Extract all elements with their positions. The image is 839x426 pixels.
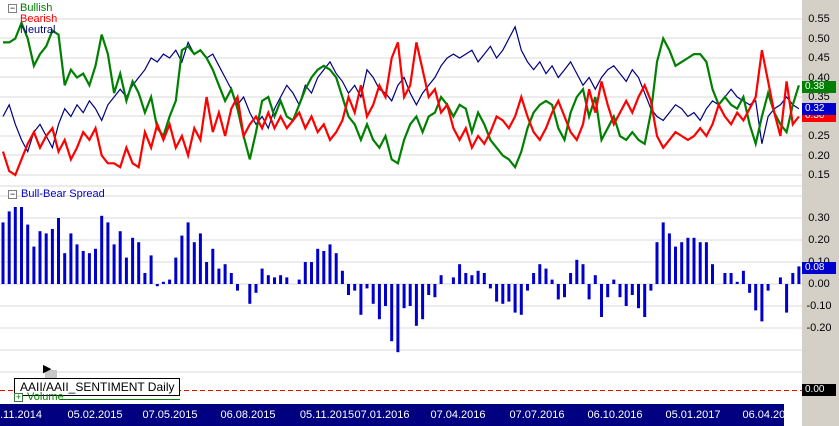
legend-item-bearish: Bearish (20, 14, 57, 25)
plot-canvas[interactable] (0, 0, 802, 426)
mid-axis-tick: 0.00 (808, 278, 830, 290)
mid-axis-tick: -0.10 (806, 300, 832, 312)
chart-marker-arrow-icon: ▶ (43, 363, 52, 375)
top-axis-tick: 0.50 (808, 32, 830, 45)
volume-panel-label: Volume (27, 391, 64, 403)
volume-zero-line (60, 399, 180, 400)
top-axis-tick: 0.20 (808, 149, 830, 162)
date-label: 06.10.2016 (587, 409, 643, 421)
date-axis[interactable]: .11.2014 05.02.2015 07.05.2015 06.08.2015 05… (0, 404, 798, 426)
date-label: 05.01.2017 (665, 409, 721, 421)
mid-axis-tick: -0.20 (806, 322, 832, 334)
neutral-value-badge: 0.32 (802, 103, 836, 115)
symbol-tooltip: AAII/AAII_SENTIMENT Daily (14, 378, 181, 396)
mid-axis-tick: 0.20 (808, 234, 830, 246)
top-axis-tick: 0.55 (808, 13, 830, 25)
legend-label-bearish: Bearish (20, 13, 58, 25)
value-axis[interactable]: 0.55 0.50 0.45 0.40 0.35 0.25 0.20 0.15 0.30 0.2… (802, 0, 839, 426)
date-label: 06.08.2015 (220, 409, 276, 421)
spread-value-badge: 0.08 (802, 262, 836, 274)
expand-volume-button[interactable]: + (14, 392, 23, 402)
date-label: 07.01.2016 (354, 409, 410, 421)
volume-zero-badge: 0.00 (802, 384, 836, 396)
date-label: .11.2014 (0, 409, 43, 421)
date-label: 05.11.2015 (299, 409, 355, 421)
legend-item-bullish: Bullish (20, 3, 52, 14)
top-axis-tick: 0.25 (808, 130, 830, 142)
symbol-tooltip-text: AAII/AAII_SENTIMENT Daily (20, 380, 175, 394)
date-label: 06.04.2017 (742, 409, 798, 421)
top-axis-tick: 0.35 (808, 91, 830, 103)
collapse-spread-button[interactable]: − (8, 189, 17, 199)
bullish-value-badge: 0.38 (802, 81, 836, 93)
spread-panel-label: Bull-Bear Spread (21, 188, 105, 200)
date-label: 07.07.2016 (509, 409, 565, 421)
top-axis-tick: 0.45 (808, 52, 830, 64)
legend-item-neutral: Neutral (20, 25, 55, 36)
date-label: 07.04.2016 (430, 409, 486, 421)
mid-axis-tick: 0.30 (808, 212, 830, 224)
collapse-sentiment-button[interactable]: − (8, 3, 17, 13)
legend-label-neutral: Neutral (20, 24, 56, 36)
top-axis-tick: 0.15 (808, 169, 830, 181)
marker-shadow (45, 370, 57, 380)
date-label: 05.02.2015 (67, 409, 123, 421)
legend-label-bullish: Bullish (20, 2, 53, 14)
date-label: 07.05.2015 (142, 409, 198, 421)
top-axis-tick: 0.40 (808, 71, 830, 84)
